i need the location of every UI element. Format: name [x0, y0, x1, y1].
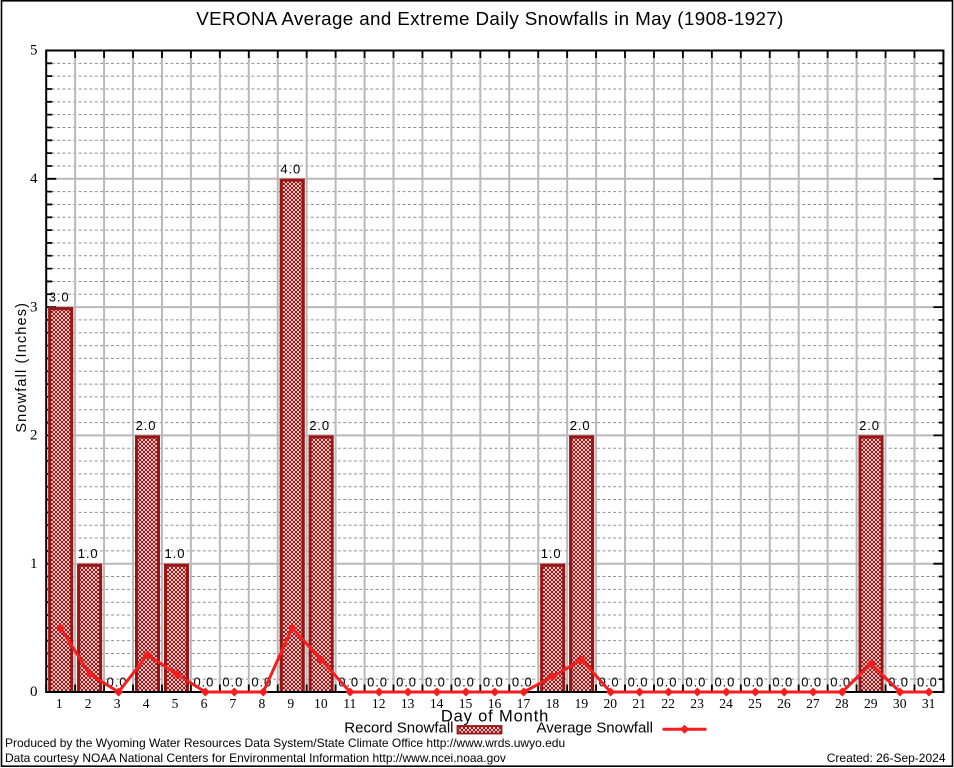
svg-text:11: 11: [343, 696, 356, 711]
svg-text:0.0: 0.0: [685, 675, 706, 690]
svg-text:Average Snowfall: Average Snowfall: [537, 720, 653, 737]
svg-text:24: 24: [719, 696, 733, 711]
svg-text:VERONA Average and Extreme Dai: VERONA Average and Extreme Daily Snowfal…: [196, 8, 784, 29]
svg-text:0.0: 0.0: [628, 675, 649, 690]
svg-text:2.0: 2.0: [309, 418, 330, 433]
svg-text:0.0: 0.0: [714, 675, 735, 690]
svg-text:1: 1: [30, 556, 38, 572]
svg-text:29: 29: [864, 696, 878, 711]
svg-text:28: 28: [835, 696, 849, 711]
svg-text:0.0: 0.0: [512, 675, 533, 690]
svg-text:12: 12: [372, 696, 386, 711]
svg-text:0.0: 0.0: [772, 675, 793, 690]
svg-text:0.0: 0.0: [483, 675, 504, 690]
svg-text:18: 18: [546, 696, 560, 711]
svg-text:3: 3: [30, 299, 38, 315]
svg-text:5: 5: [172, 696, 179, 711]
svg-text:0.0: 0.0: [830, 675, 851, 690]
svg-text:0.0: 0.0: [367, 675, 388, 690]
svg-text:1.0: 1.0: [165, 546, 186, 561]
svg-text:19: 19: [575, 696, 589, 711]
svg-text:16: 16: [488, 696, 502, 711]
svg-text:Created: 26-Sep-2024: Created: 26-Sep-2024: [827, 751, 946, 765]
svg-text:1.0: 1.0: [78, 546, 99, 561]
svg-text:0.0: 0.0: [222, 675, 243, 690]
svg-text:Day of Month: Day of Month: [441, 708, 549, 726]
svg-text:31: 31: [922, 696, 936, 711]
svg-text:0.0: 0.0: [801, 675, 822, 690]
svg-text:4: 4: [143, 696, 150, 711]
svg-text:8: 8: [258, 696, 265, 711]
svg-text:7: 7: [230, 696, 237, 711]
svg-text:4: 4: [30, 171, 38, 187]
svg-text:5: 5: [30, 43, 38, 59]
svg-text:0.0: 0.0: [396, 675, 417, 690]
svg-text:0: 0: [30, 684, 38, 700]
svg-text:23: 23: [690, 696, 704, 711]
svg-text:27: 27: [806, 696, 820, 711]
svg-text:3: 3: [114, 696, 121, 711]
svg-text:22: 22: [661, 696, 675, 711]
svg-text:9: 9: [287, 696, 294, 711]
svg-text:14: 14: [430, 696, 444, 711]
svg-text:Snowfall (Inches): Snowfall (Inches): [14, 302, 30, 433]
svg-text:4.0: 4.0: [280, 161, 301, 176]
svg-text:0.0: 0.0: [657, 675, 678, 690]
svg-text:20: 20: [603, 696, 617, 711]
svg-text:1: 1: [56, 696, 63, 711]
svg-text:0.0: 0.0: [917, 675, 938, 690]
svg-text:10: 10: [314, 696, 328, 711]
svg-text:2.0: 2.0: [570, 418, 591, 433]
svg-text:0.0: 0.0: [454, 675, 475, 690]
svg-text:0.0: 0.0: [743, 675, 764, 690]
svg-text:6: 6: [201, 696, 208, 711]
svg-text:13: 13: [401, 696, 415, 711]
svg-text:Produced by the Wyoming Water: Produced by the Wyoming Water Resources …: [5, 736, 565, 750]
svg-text:2.0: 2.0: [136, 418, 157, 433]
svg-text:30: 30: [893, 696, 907, 711]
svg-text:Record Snowfall: Record Snowfall: [344, 720, 453, 737]
svg-text:Data courtesy NOAA National Ce: Data courtesy NOAA National Centers for …: [5, 751, 506, 765]
svg-text:26: 26: [777, 696, 791, 711]
svg-text:17: 17: [517, 696, 531, 711]
svg-text:0.0: 0.0: [193, 675, 214, 690]
svg-text:21: 21: [632, 696, 646, 711]
svg-text:2: 2: [30, 428, 38, 444]
svg-text:1.0: 1.0: [541, 546, 562, 561]
svg-text:2: 2: [85, 696, 92, 711]
svg-text:3.0: 3.0: [49, 290, 70, 305]
svg-text:0.0: 0.0: [425, 675, 446, 690]
svg-text:15: 15: [459, 696, 473, 711]
svg-text:2.0: 2.0: [859, 418, 880, 433]
svg-text:25: 25: [748, 696, 762, 711]
